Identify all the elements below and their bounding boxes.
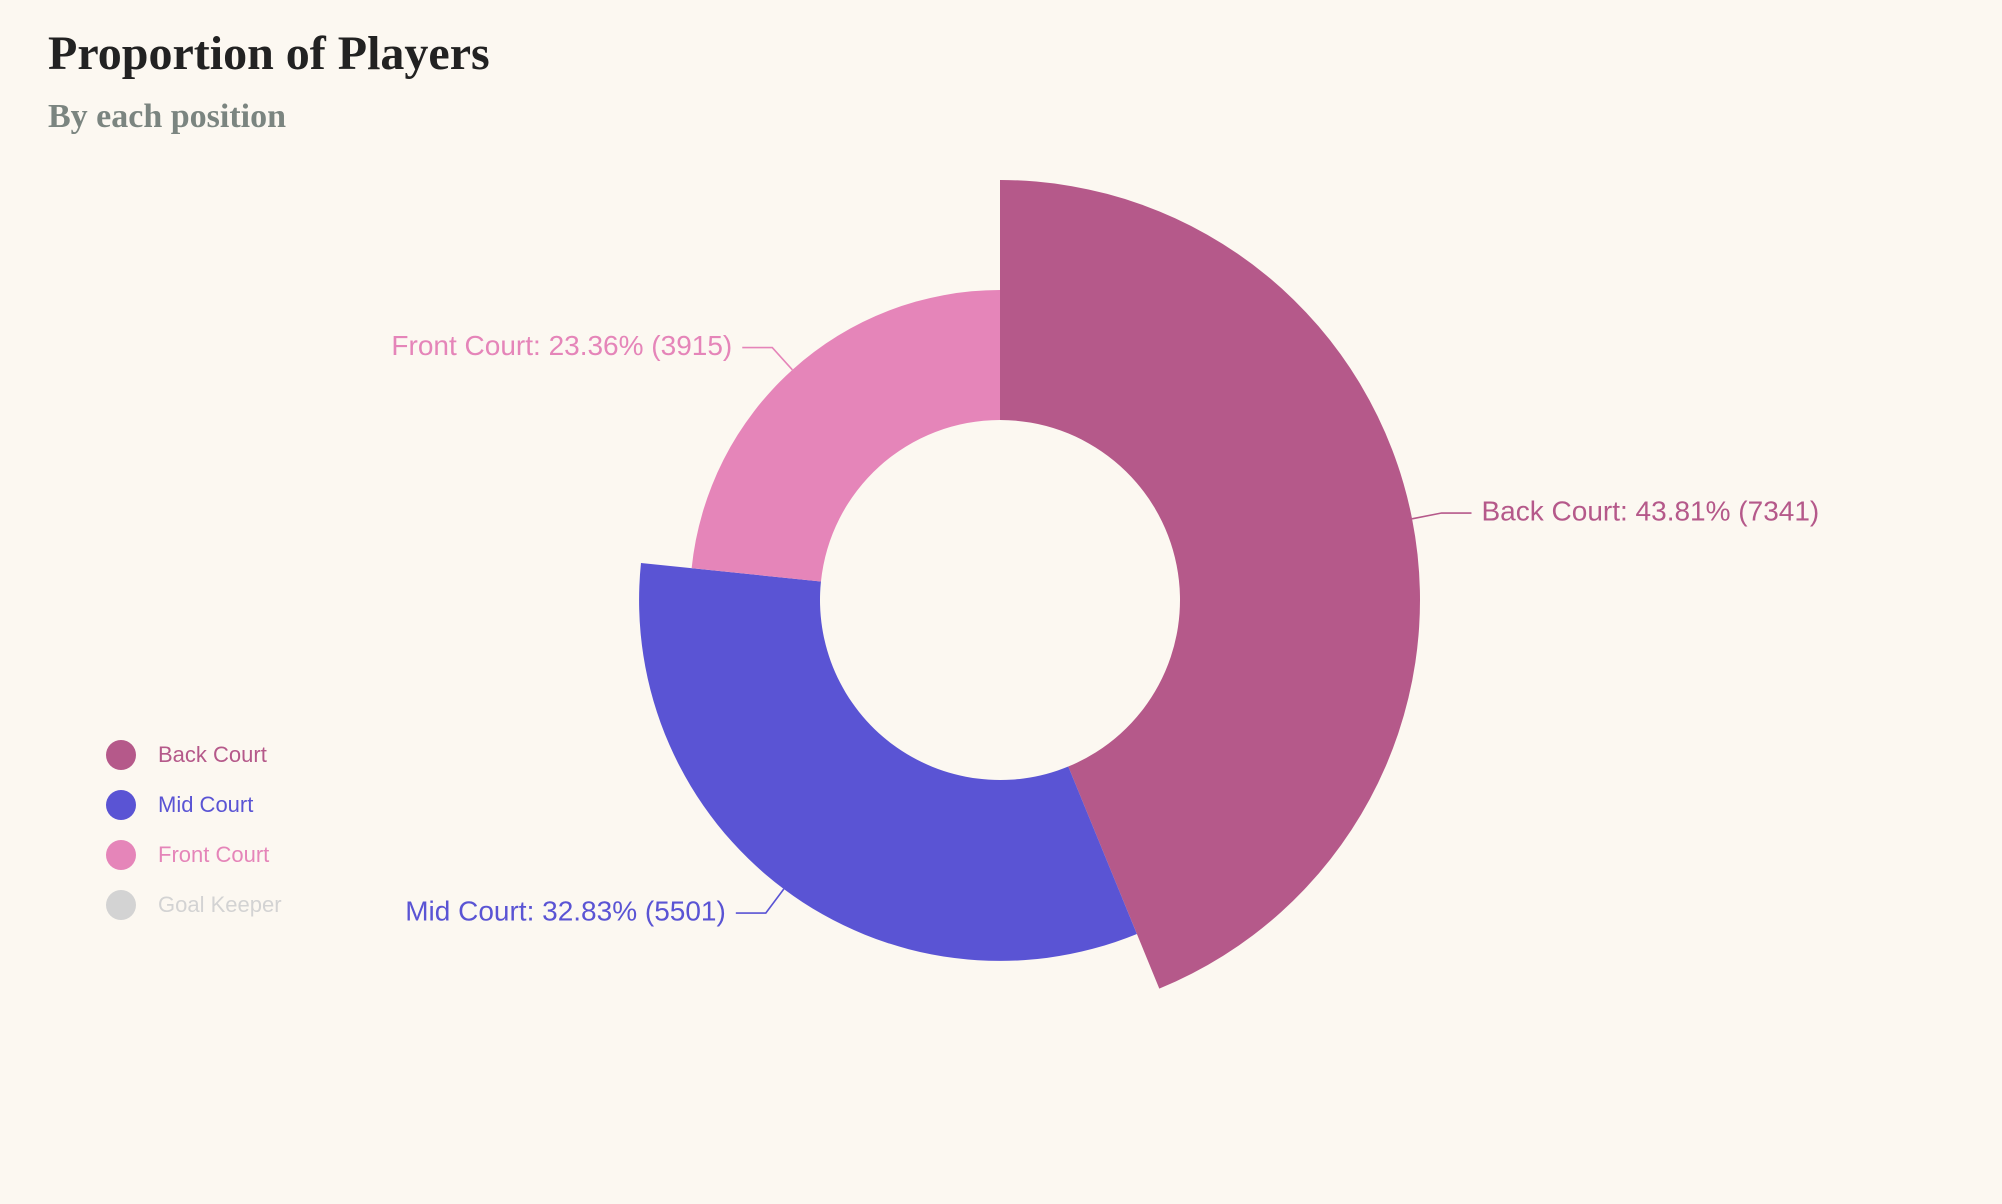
legend-swatch-goal-keeper [106,890,136,920]
legend-label-goal-keeper: Goal Keeper [158,892,282,917]
chart-subtitle: By each position [48,98,287,135]
slice-mid-court[interactable] [639,562,1137,961]
label-line-mid-court [735,888,785,914]
legend-item-goal-keeper[interactable]: Goal Keeper [106,880,282,930]
legend-item-front-court[interactable]: Front Court [106,830,282,880]
label-line-front-court [742,346,793,371]
data-label-front-court: Front Court: 23.36% (3915) [391,330,732,361]
label-line-back-court [1411,512,1472,520]
legend-label-front-court: Front Court [158,842,270,867]
legend-label-back-court: Back Court [158,742,267,767]
chart-legend: Back Court Mid Court Front Court Goal Ke… [106,730,282,930]
legend-label-mid-court: Mid Court [158,792,254,817]
data-label-mid-court: Mid Court: 32.83% (5501) [405,895,726,926]
slice-front-court[interactable] [691,290,1000,582]
data-label-back-court: Back Court: 43.81% (7341) [1482,495,1820,526]
slice-back-court[interactable] [1000,179,1421,989]
chart-title: Proportion of Players [48,27,490,80]
legend-item-back-court[interactable]: Back Court [106,730,282,780]
legend-swatch-front-court [106,840,136,870]
legend-swatch-back-court [106,740,136,770]
legend-item-mid-court[interactable]: Mid Court [106,780,282,830]
legend-swatch-mid-court [106,790,136,820]
